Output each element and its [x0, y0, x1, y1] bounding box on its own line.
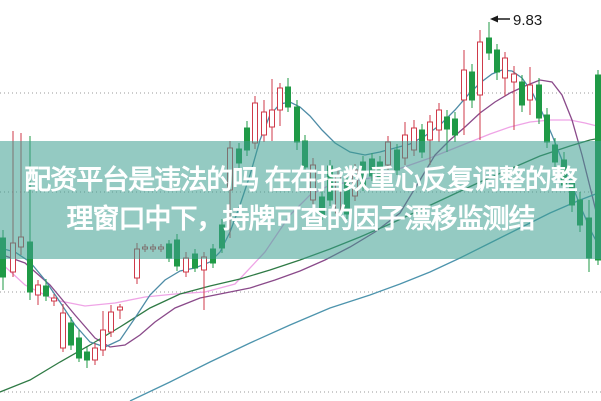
- candle-body: [183, 257, 189, 273]
- price-label: 9.83: [513, 12, 542, 29]
- candle-body: [536, 84, 542, 119]
- candle-body: [502, 57, 508, 79]
- candle-body: [43, 285, 49, 297]
- candle-body: [477, 41, 483, 96]
- candle-body: [494, 49, 500, 73]
- candle-body: [277, 87, 283, 111]
- candle-body: [84, 351, 90, 361]
- candle-body: [444, 116, 450, 130]
- candle-body: [108, 311, 114, 333]
- candle-body: [261, 111, 267, 136]
- candle-body: [51, 297, 57, 302]
- candle-body: [285, 86, 291, 108]
- price-annotation: 9.83: [490, 12, 542, 29]
- candle-body: [519, 81, 525, 106]
- candle-body: [117, 306, 123, 311]
- candle-body: [469, 71, 475, 101]
- candle-body: [294, 106, 300, 143]
- candle-body: [35, 284, 41, 296]
- candle-body: [269, 109, 275, 128]
- candle-body: [527, 84, 533, 101]
- candle-body: [92, 347, 98, 361]
- headline-line1: 配资平台是违法的吗 在在指数重心反复调整的整: [24, 165, 578, 195]
- candle-body: [76, 337, 82, 359]
- headline-line2: 理窗口中下，持牌可查的因子漂移监测结: [66, 204, 536, 234]
- candle-body: [68, 322, 74, 346]
- candle-body: [60, 312, 66, 349]
- candle-body: [511, 73, 517, 83]
- candle-body: [486, 37, 492, 54]
- candle-body: [100, 329, 106, 351]
- candle-body: [436, 109, 442, 131]
- candle-body: [461, 69, 467, 101]
- candle-body: [452, 118, 458, 136]
- candle-body: [252, 102, 258, 144]
- headline-overlay: 配资平台是违法的吗 在在指数重心反复调整的整 理窗口中下，持牌可查的因子漂移监测…: [0, 141, 601, 259]
- annotation-arrowhead-icon: [490, 15, 498, 23]
- candle-body: [544, 114, 550, 143]
- candle-body: [427, 121, 433, 141]
